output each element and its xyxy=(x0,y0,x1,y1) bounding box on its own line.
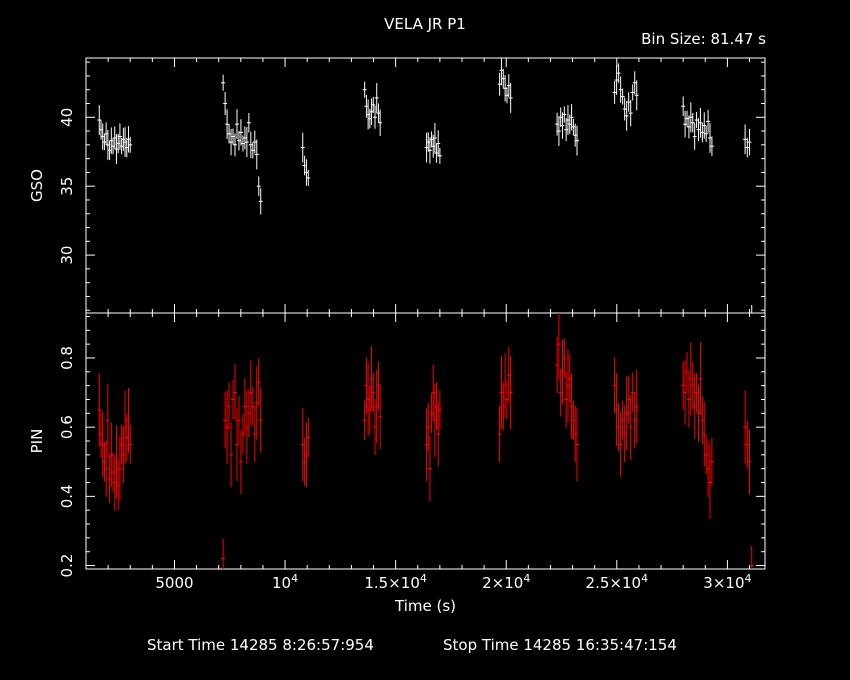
bin-size-label: Bin Size: 81.47 s xyxy=(641,30,766,48)
x-tick-label: 2.5×104 xyxy=(586,572,649,592)
gso-ytick-label: 30 xyxy=(58,246,76,265)
stop-time-label: Stop Time 14285 16:35:47:154 xyxy=(443,636,677,654)
pin-panel-frame xyxy=(85,312,766,570)
pin-ytick-label: 0.6 xyxy=(58,415,76,439)
gso-ytick-label: 40 xyxy=(58,108,76,127)
x-tick-label: 5000 xyxy=(155,574,193,592)
chart-title: VELA JR P1 xyxy=(384,15,466,33)
start-time-label: Start Time 14285 8:26:57:954 xyxy=(147,636,374,654)
gso-panel-frame xyxy=(85,57,766,314)
x-axis-label: Time (s) xyxy=(394,597,456,615)
x-tick-label: 2×104 xyxy=(482,572,530,592)
gso-ytick-label: 35 xyxy=(58,177,76,196)
x-tick-label: 1.5×104 xyxy=(364,572,427,592)
gso-axis-label: GSO xyxy=(28,169,46,202)
pin-ytick-label: 0.2 xyxy=(58,554,76,578)
x-tick-label: 3×104 xyxy=(703,572,751,592)
pin-ytick-label: 0.4 xyxy=(58,484,76,508)
pin-axis-label: PIN xyxy=(28,429,46,454)
pin-ytick-label: 0.8 xyxy=(58,346,76,370)
x-tick-label: 104 xyxy=(272,572,298,592)
